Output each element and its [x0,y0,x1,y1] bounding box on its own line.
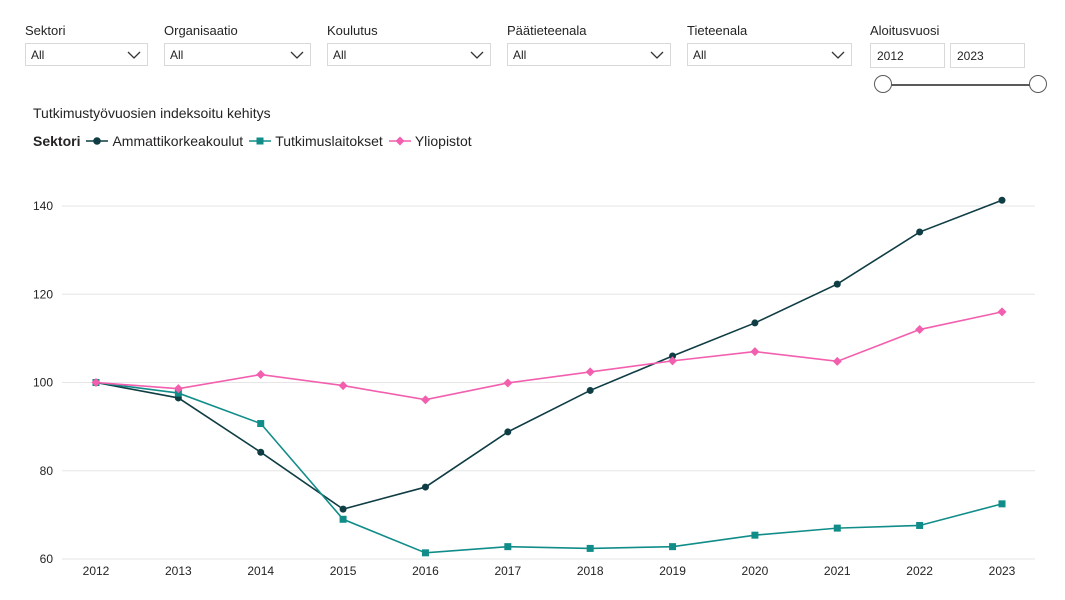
organisaatio-dropdown[interactable]: All [164,43,311,66]
x-tick-label: 2022 [906,564,933,578]
data-point [257,420,265,428]
x-tick-label: 2017 [494,564,521,578]
dropdown-value: All [170,48,184,62]
slicer-label: Sektori [25,23,66,38]
data-point [339,505,347,513]
slicer-label: Tieteenala [687,23,748,38]
x-tick-label: 2014 [247,564,274,578]
x-tick-label: 2015 [330,564,357,578]
legend: Sektori Ammattikorkeakoulut Tutkimuslait… [33,132,478,150]
slicer-label: Koulutus [327,23,378,38]
chevron-down-icon [831,51,845,59]
x-tick-label: 2018 [577,564,604,578]
chevron-down-icon [470,51,484,59]
legend-label: Yliopistot [414,133,472,149]
start-year-input[interactable]: 2012 [870,43,945,68]
data-point [669,543,677,551]
slicer-koulutus: Koulutus All [327,22,491,66]
year-slider-end-handle[interactable] [1029,75,1047,93]
year-slider-track[interactable] [884,84,1039,86]
dropdown-value: All [333,48,347,62]
diamond-marker-icon [388,136,411,146]
sektori-dropdown[interactable]: All [25,43,148,66]
slicer-label: Organisaatio [164,23,238,38]
end-year-input[interactable]: 2023 [950,43,1025,68]
data-point [998,500,1006,508]
data-point [833,280,841,288]
legend-item-yo[interactable]: Yliopistot [388,133,472,149]
data-point [586,544,594,552]
x-tick-label: 2019 [659,564,686,578]
data-point [504,543,512,551]
legend-item-amk[interactable]: Ammattikorkeakoulut [86,133,243,149]
data-point [750,347,760,357]
circle-marker-icon [86,137,109,145]
series-line [95,199,1003,511]
slicer-paatieteenala: Päätieteenala All [507,22,671,66]
data-point [504,428,512,436]
year-slider-start-handle[interactable] [874,75,892,93]
data-point [503,378,513,388]
y-tick-label: 120 [33,287,53,301]
x-tick-label: 2012 [83,564,110,578]
data-point [916,228,924,236]
y-tick-label: 80 [40,464,54,478]
data-point [915,325,925,335]
data-point [173,384,183,394]
data-point [421,483,429,491]
square-marker-icon [249,137,272,145]
chevron-down-icon [127,51,141,59]
data-point [751,531,759,539]
legend-label: Ammattikorkeakoulut [112,133,244,149]
tieteenala-dropdown[interactable]: All [687,43,852,66]
dropdown-value: All [693,48,707,62]
data-point [751,319,759,327]
x-tick-label: 2013 [165,564,192,578]
slicer-label: Päätieteenala [507,23,587,38]
y-tick-label: 100 [33,376,53,390]
data-point [257,448,265,456]
x-tick-label: 2021 [824,564,851,578]
data-point [833,524,841,532]
slicer-label: Aloitusvuosi [870,23,940,38]
data-point [997,307,1007,317]
series-line [95,311,1003,401]
data-point [421,549,429,557]
legend-label: Tutkimuslaitokset [275,133,383,149]
slicer-tieteenala: Tieteenala All [687,22,852,66]
slicer-sektori: Sektori All [25,22,148,66]
series-line [95,381,1003,554]
data-point [256,370,266,380]
paatieteenala-dropdown[interactable]: All [507,43,671,66]
data-point [669,352,677,360]
chevron-down-icon [290,51,304,59]
data-point [339,515,347,523]
slicer-aloitusvuosi: Aloitusvuosi [870,22,1050,40]
data-point [998,196,1006,204]
data-point [338,381,348,391]
y-tick-label: 60 [40,552,54,566]
y-tick-label: 140 [33,199,53,213]
chevron-down-icon [650,51,664,59]
data-point [91,378,101,387]
legend-item-tutk[interactable]: Tutkimuslaitokset [249,133,383,149]
koulutus-dropdown[interactable]: All [327,43,491,66]
data-point [916,521,924,529]
dropdown-value: All [31,48,45,62]
x-tick-label: 2016 [412,564,439,578]
x-tick-label: 2023 [989,564,1016,578]
legend-title: Sektori [33,133,81,149]
data-point [420,395,430,405]
data-point [586,386,594,394]
chart-title: Tutkimustyövuosien indeksoitu kehitys [33,105,271,121]
data-point [668,356,678,366]
data-point [585,367,595,377]
slicer-organisaatio: Organisaatio All [164,22,311,66]
x-tick-label: 2020 [742,564,769,578]
dropdown-value: All [513,48,527,62]
data-point [832,356,842,366]
